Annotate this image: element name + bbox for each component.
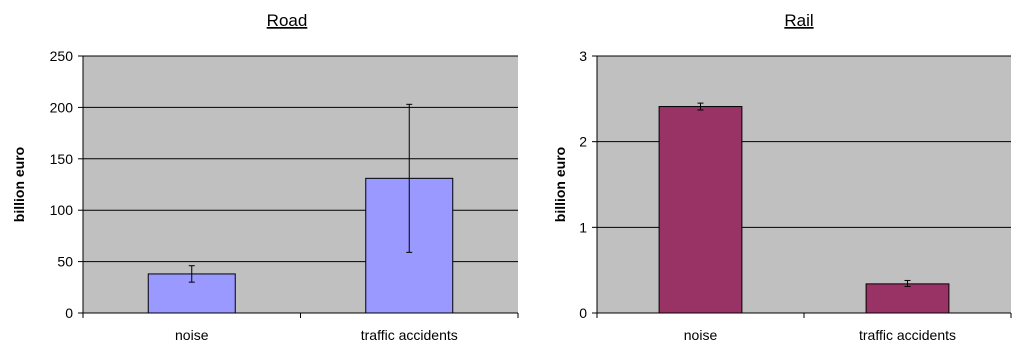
bar-noise bbox=[658, 106, 743, 314]
x-tick-label: traffic accidents bbox=[859, 327, 956, 343]
x-tick-label: traffic accidents bbox=[361, 327, 458, 343]
chart-road: 0 50 100 150 200 250 noise traffic accidents Roa… bbox=[11, 11, 519, 343]
y-axis-label: billion euro bbox=[11, 147, 27, 222]
y-tick-label: 2 bbox=[579, 134, 587, 150]
y-tick-label: 250 bbox=[50, 48, 74, 64]
y-tick-label: 1 bbox=[579, 219, 587, 235]
chart-title: Rail bbox=[784, 11, 813, 30]
y-tick-label: 0 bbox=[65, 305, 73, 321]
y-tick-label: 3 bbox=[579, 48, 587, 64]
y-tick-label: 200 bbox=[50, 99, 74, 115]
x-tick-label: noise bbox=[175, 327, 209, 343]
bar-traffic-accidents bbox=[865, 283, 950, 314]
x-tick-label: noise bbox=[684, 327, 718, 343]
y-axis-label: billion euro bbox=[552, 147, 568, 222]
y-tick-label: 0 bbox=[579, 305, 587, 321]
y-tick-label: 150 bbox=[50, 151, 74, 167]
y-tick-label: 50 bbox=[57, 254, 73, 270]
y-tick-label: 100 bbox=[50, 202, 74, 218]
chart-title: Road bbox=[267, 11, 308, 30]
chart-rail: 0 1 2 3 noise traffic accidents Rail billion eu… bbox=[552, 11, 1012, 343]
